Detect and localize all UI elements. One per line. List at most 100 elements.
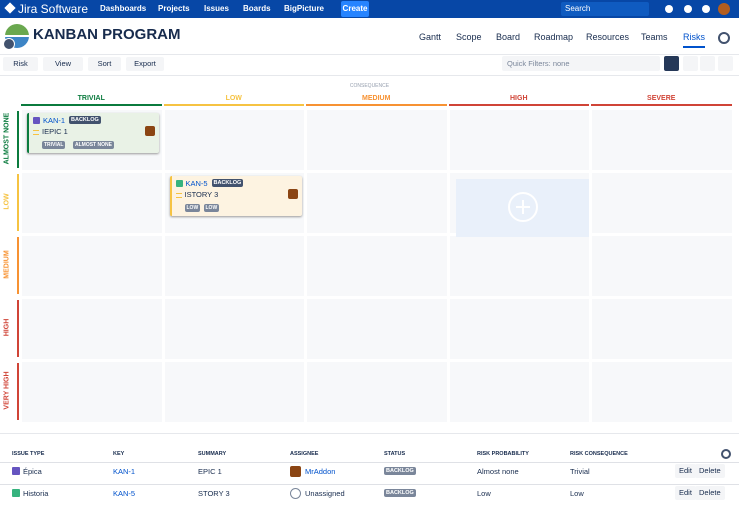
tag: LOW — [203, 204, 220, 212]
delete-button[interactable]: Delete — [695, 464, 725, 478]
assignee-avatar — [287, 189, 298, 199]
toolbar-button[interactable]: Sort — [88, 57, 121, 71]
nav-menu-item[interactable]: Dashboards — [100, 4, 147, 13]
matrix-cell[interactable] — [307, 110, 447, 170]
risk-card[interactable]: KAN-5 BACKLOG ISTORY 3 LOW LOW — [169, 176, 302, 216]
consequence-label: CONSEQUENCE — [349, 83, 390, 89]
table-divider — [0, 433, 739, 434]
risk-consequence: Trivial — [570, 467, 590, 476]
table-header: RISK PROBABILITY — [477, 451, 529, 457]
header-tab[interactable]: Gantt — [419, 32, 442, 42]
header-tab[interactable]: Risks — [683, 32, 705, 48]
create-button[interactable]: Create — [341, 1, 369, 17]
table-header: ISSUE TYPE — [12, 451, 45, 457]
type-icon — [12, 467, 20, 475]
toolbar-icon[interactable] — [718, 56, 733, 71]
issue-type: Épica — [23, 467, 42, 476]
matrix-cell[interactable] — [592, 299, 732, 359]
edit-button[interactable]: Edit — [675, 464, 696, 478]
risk-consequence: Low — [570, 489, 584, 498]
status-lozenge: BACKLOG — [211, 179, 244, 187]
add-icon[interactable] — [507, 192, 538, 222]
table-header: RISK CONSEQUENCE — [570, 451, 628, 457]
toolbar-button[interactable]: Risk — [3, 57, 38, 71]
toolbar-button[interactable]: View — [43, 57, 83, 71]
header-tab[interactable]: Scope — [456, 32, 482, 42]
risk-card[interactable]: KAN-1 BACKLOG IEPIC 1 TRIVIAL ALMOST NONE — [27, 113, 159, 153]
header-tab[interactable]: Roadmap — [534, 32, 574, 42]
row-divider — [0, 462, 739, 463]
matrix-cell[interactable] — [449, 362, 589, 422]
user-avatar[interactable] — [718, 3, 730, 15]
quick-filters[interactable]: Quick Filters: none — [502, 56, 660, 71]
header-tab[interactable]: Board — [496, 32, 521, 42]
table-settings[interactable] — [721, 449, 731, 459]
table-header: STATUS — [384, 451, 406, 457]
table-header: ASSIGNEE — [290, 451, 319, 457]
matrix-cell[interactable] — [449, 299, 589, 359]
matrix-cell[interactable] — [592, 236, 732, 296]
matrix-cell[interactable] — [307, 173, 447, 233]
header-tab[interactable]: Resources — [586, 32, 630, 42]
nav-menu-item[interactable]: Issues — [204, 4, 229, 13]
summary: EPIC 1 — [198, 467, 222, 476]
status: BACKLOG — [384, 489, 416, 497]
matrix-cell[interactable] — [307, 299, 447, 359]
tag: ALMOST NONE — [73, 141, 114, 149]
filter-button[interactable] — [664, 56, 679, 71]
matrix-cell[interactable] — [592, 173, 732, 233]
settings-gear[interactable] — [718, 32, 730, 44]
drop-target[interactable] — [455, 179, 589, 237]
edit-button[interactable]: Edit — [675, 486, 696, 500]
toolbar-divider — [0, 75, 739, 76]
issue-key[interactable]: KAN-5 — [113, 489, 136, 498]
issue-key[interactable]: KAN-1 — [113, 467, 136, 476]
nav-menu-item[interactable]: Projects — [158, 4, 190, 13]
matrix-cell[interactable] — [22, 173, 162, 233]
matrix-cell[interactable] — [22, 236, 162, 296]
matrix-cell[interactable] — [449, 110, 589, 170]
matrix-cell[interactable] — [164, 299, 304, 359]
matrix-cell[interactable] — [22, 362, 162, 422]
assignee-avatar — [290, 488, 301, 499]
matrix-cell[interactable] — [164, 236, 304, 296]
delete-button[interactable]: Delete — [695, 486, 725, 500]
column-header: TRIVIAL — [21, 95, 162, 106]
search-box[interactable]: Search — [561, 2, 649, 16]
column-header: HIGH — [448, 95, 589, 106]
matrix-cell[interactable] — [307, 236, 447, 296]
matrix-cell[interactable] — [592, 362, 732, 422]
tag: TRIVIAL — [42, 141, 66, 149]
row-header: VERY HIGH — [3, 370, 11, 410]
product-name[interactable]: Jira Software — [18, 2, 89, 16]
column-header: LOW — [163, 95, 304, 106]
nav-menu-item[interactable]: Boards — [243, 4, 271, 13]
assignee-avatar — [145, 126, 155, 136]
row-border — [17, 111, 19, 168]
matrix-cell[interactable] — [164, 362, 304, 422]
matrix-cell[interactable] — [449, 236, 589, 296]
assignee[interactable]: Unassigned — [305, 489, 345, 498]
toolbar-icon[interactable] — [683, 56, 698, 71]
risk-probability: Almost none — [477, 467, 519, 476]
nav-icon[interactable] — [665, 5, 673, 13]
nav-menu-item[interactable]: BigPicture — [284, 4, 325, 13]
issue-key[interactable]: KAN-5 — [185, 179, 208, 188]
card-summary: IEPIC 1 — [42, 127, 68, 136]
issue-key[interactable]: KAN-1 — [43, 116, 66, 125]
program-title[interactable]: KANBAN PROGRAM — [33, 26, 181, 43]
header-tab[interactable]: Teams — [641, 32, 668, 42]
matrix-cell[interactable] — [22, 299, 162, 359]
row-border — [17, 237, 19, 294]
assignee[interactable]: MrAddon — [305, 467, 336, 476]
nav-icon[interactable] — [684, 5, 692, 13]
matrix-cell[interactable] — [164, 110, 304, 170]
summary: STORY 3 — [198, 489, 230, 498]
matrix-cell[interactable] — [592, 110, 732, 170]
matrix-cell[interactable] — [307, 362, 447, 422]
nav-icon[interactable] — [702, 5, 710, 13]
issue-type-icon — [175, 180, 183, 187]
toolbar-button[interactable]: Export — [126, 57, 164, 71]
toolbar-icon[interactable] — [700, 56, 715, 71]
